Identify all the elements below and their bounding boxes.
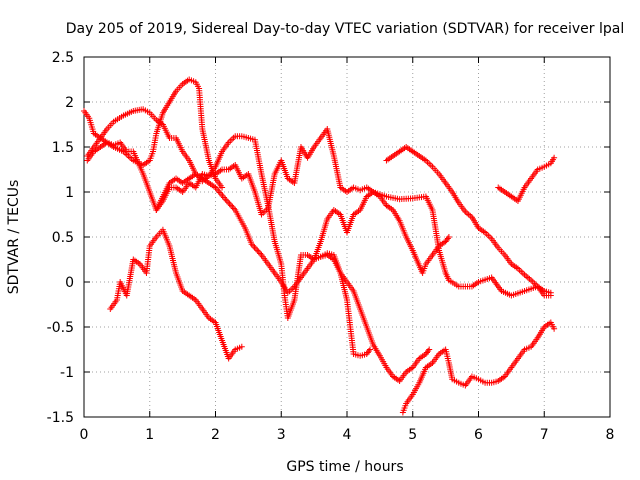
data-point — [445, 234, 452, 240]
x-tick-label: 0 — [80, 427, 89, 443]
data-point — [367, 346, 374, 353]
y-tick-label: 1 — [65, 185, 74, 201]
data-point — [219, 184, 226, 191]
data-point — [426, 346, 433, 353]
y-tick-label: 0.5 — [52, 230, 74, 246]
x-tick-label: 2 — [211, 427, 220, 443]
data-point — [255, 248, 262, 255]
y-tick-label: 2 — [65, 95, 74, 111]
y-tick-label: -1 — [60, 365, 74, 381]
plot-frame — [83, 56, 611, 418]
data-point — [226, 200, 233, 207]
y-axis-label: SDTVAR / TECUs — [6, 180, 22, 295]
chart-title: Day 205 of 2019, Sidereal Day-to-day VTE… — [66, 21, 624, 37]
y-tick-label: 0 — [65, 275, 74, 291]
series-arc-3 — [84, 126, 554, 299]
data-point — [547, 289, 554, 296]
y-tick-label: -1.5 — [47, 410, 74, 426]
y-tick-label: 2.5 — [52, 50, 74, 66]
data-point — [225, 199, 232, 206]
data-point — [251, 244, 258, 251]
data-point — [223, 197, 230, 204]
data-point — [227, 202, 234, 209]
x-tick-label: 3 — [277, 427, 286, 443]
x-tick-label: 6 — [474, 427, 483, 443]
data-point — [229, 203, 236, 210]
grid — [84, 57, 610, 417]
x-tick-label: 5 — [408, 427, 417, 443]
x-tick-label: 1 — [145, 427, 154, 443]
axis-ticks: 0 1 2 3 4 5 6 7 8 -1.5 -1 -0.5 0 0.5 1 1.5 2 2.5 — [47, 50, 615, 443]
series-arc-7 — [399, 319, 558, 416]
data-markers — [81, 76, 558, 416]
series-arc-1 — [81, 76, 226, 191]
series-arc-4 — [84, 106, 452, 296]
series-arc-6 — [317, 250, 374, 359]
y-tick-label: 1.5 — [52, 140, 74, 156]
x-axis-label: GPS time / hours — [286, 459, 403, 475]
data-point — [257, 250, 264, 257]
data-point — [254, 247, 261, 254]
series-arc-5 — [153, 133, 433, 384]
data-point — [252, 245, 259, 252]
series-arc-8 — [383, 144, 554, 296]
x-tick-label: 4 — [343, 427, 352, 443]
series-arc-9 — [495, 154, 558, 204]
data-point — [551, 325, 558, 332]
x-tick-label: 8 — [606, 427, 615, 443]
data-point — [551, 154, 558, 161]
y-tick-label: -0.5 — [47, 320, 74, 336]
series-arc-2 — [107, 226, 245, 362]
x-tick-label: 7 — [540, 427, 549, 443]
data-point — [238, 343, 245, 350]
